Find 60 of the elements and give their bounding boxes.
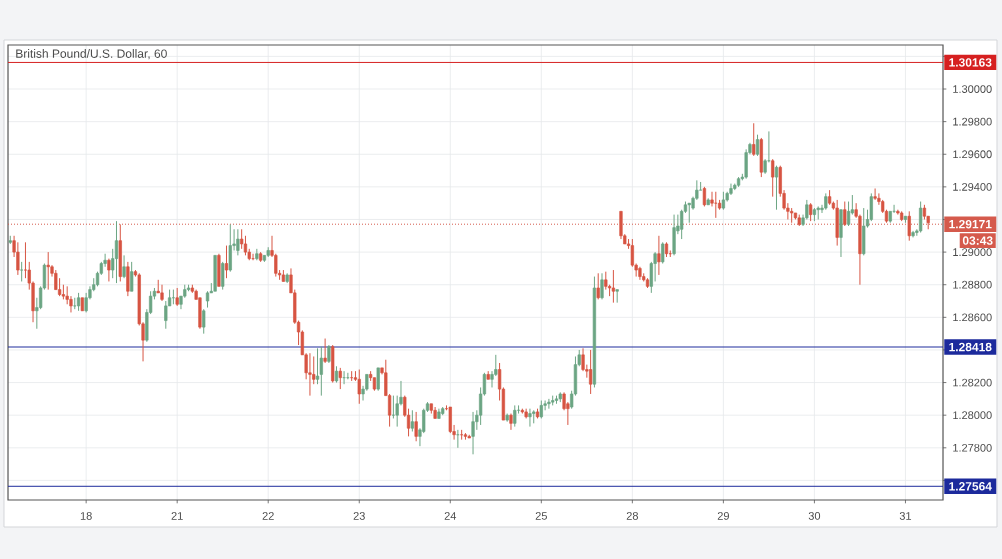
candlestick (391, 395, 396, 419)
candlestick (873, 188, 877, 201)
ref-line-label: 1.27564 (949, 482, 992, 491)
y-tick-label: 1.30000 (953, 85, 992, 93)
candlestick (323, 338, 327, 364)
y-tick-label: 1.29600 (953, 150, 992, 159)
candlestick (752, 122, 756, 157)
x-tick-label: 22 (262, 512, 274, 520)
y-tick-label: 1.29800 (953, 117, 992, 126)
y-tick-label: 1.28600 (953, 313, 992, 322)
candlestick (107, 258, 111, 282)
candlestick (315, 347, 320, 385)
candlestick (122, 254, 126, 279)
candlestick (308, 352, 312, 397)
y-tick-label: 1.28800 (953, 280, 992, 289)
candlestick (357, 369, 361, 405)
y-tick-label: 1.29400 (953, 182, 992, 191)
y-tick-label: 1.28000 (953, 411, 992, 420)
x-tick-label: 18 (80, 512, 92, 520)
y-tick-label: 1.29000 (953, 248, 992, 256)
candlestick (160, 284, 164, 302)
candlestick (600, 272, 604, 300)
candlestick (221, 261, 225, 291)
candlestick (513, 404, 517, 428)
ref-line-label: 1.29171 (949, 219, 992, 229)
candlestick (596, 272, 600, 300)
y-tick-label: 1.27800 (953, 443, 992, 452)
ref-line-label: 1.28418 (949, 342, 992, 352)
candlestick (319, 346, 323, 397)
candlestick (164, 300, 168, 330)
x-tick-label: 21 (171, 512, 183, 520)
x-tick-label: 23 (353, 512, 365, 520)
candlestick (46, 251, 50, 291)
candlestick (224, 245, 229, 279)
text: 03:43 (962, 236, 993, 245)
candlestick (657, 235, 661, 276)
x-tick-label: 28 (626, 512, 638, 520)
candlestick (376, 367, 380, 392)
candlestick (243, 235, 248, 256)
x-tick-label: 24 (444, 512, 457, 520)
candlestick (20, 261, 24, 282)
chart-title: British Pound/U.S. Dollar, 60 (16, 49, 167, 60)
ref-line-label: 1.30163 (949, 58, 992, 67)
candlestick (755, 134, 760, 157)
candlestick (771, 158, 775, 198)
x-tick-label: 25 (535, 512, 547, 520)
candlestick (528, 408, 532, 428)
candlestick (687, 202, 691, 224)
x-tick-label: 29 (717, 512, 729, 520)
x-tick-label: 30 (808, 512, 821, 520)
candlestick (202, 308, 206, 335)
y-tick-label: 1.28200 (953, 378, 992, 387)
candlestick (589, 349, 593, 395)
candlestick (843, 201, 847, 227)
candlestick (414, 411, 418, 442)
candlestick (471, 411, 475, 455)
candlestick (410, 409, 414, 432)
candlestick (236, 228, 240, 256)
x-tick-label: 31 (899, 512, 912, 520)
candlestick (547, 398, 551, 410)
